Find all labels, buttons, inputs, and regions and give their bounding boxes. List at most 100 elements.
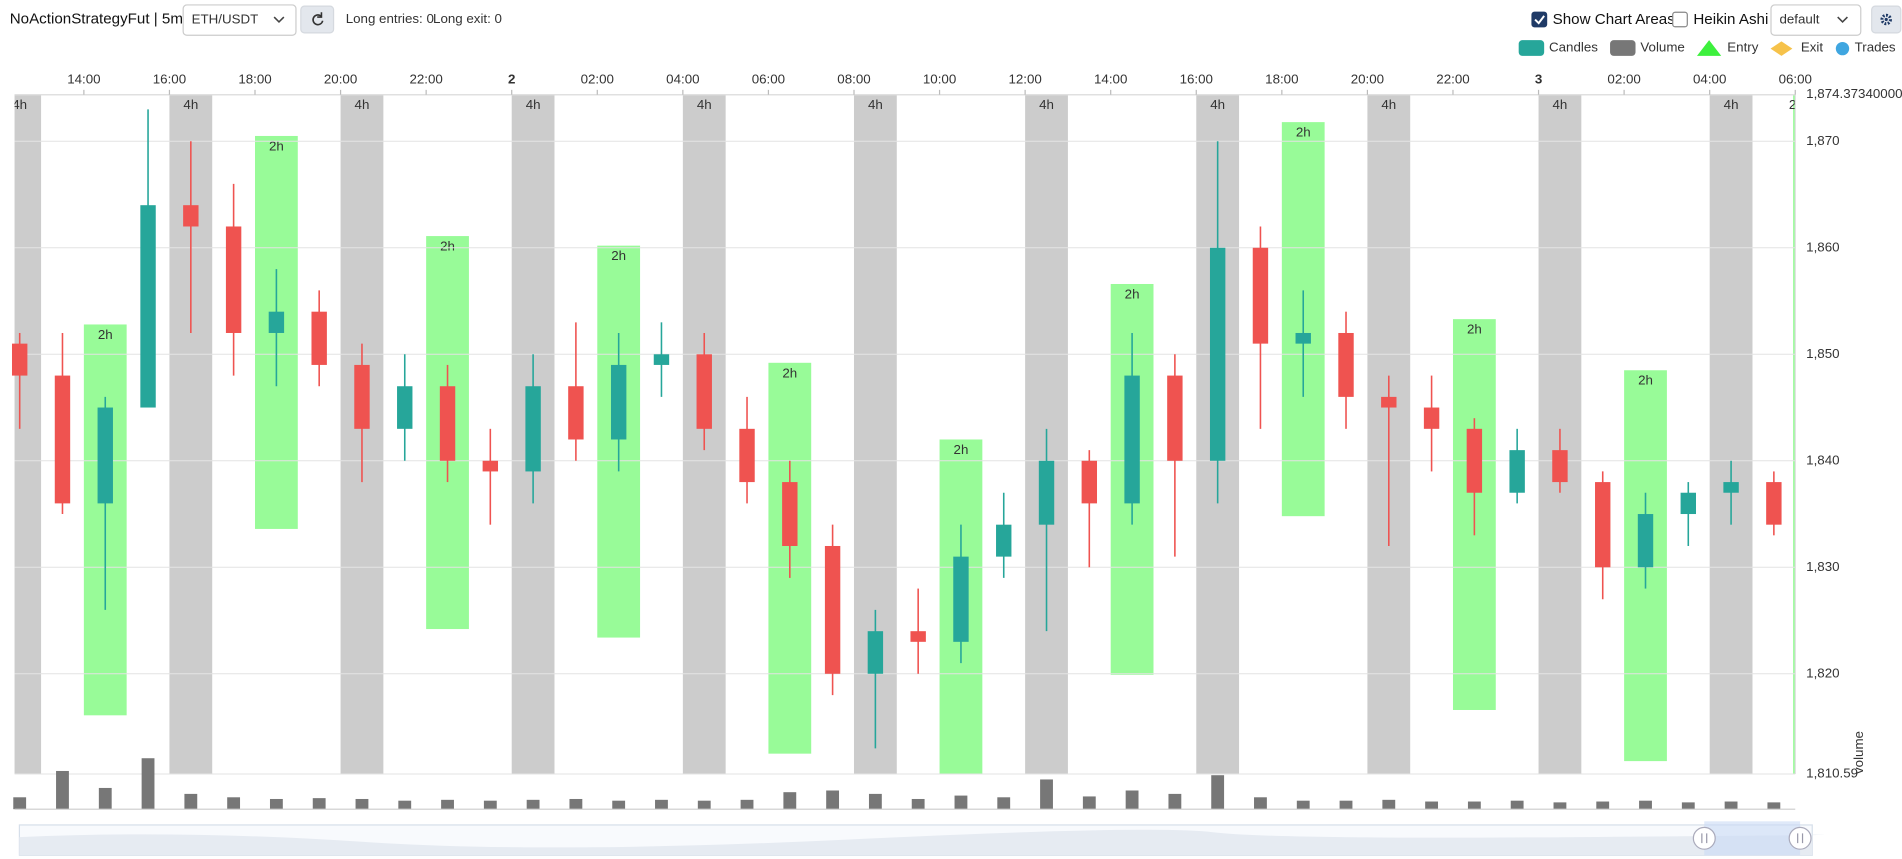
theme-value: default bbox=[1779, 12, 1819, 27]
legend-swatch bbox=[1835, 41, 1850, 56]
candles bbox=[11, 109, 1782, 749]
legend-swatch bbox=[1610, 40, 1636, 56]
volume-bar bbox=[1040, 779, 1053, 810]
legend-label: Candles bbox=[1549, 40, 1598, 55]
volume-bar bbox=[98, 787, 112, 810]
x-tick-label: 14:00 bbox=[67, 72, 100, 87]
chart-area-label: 4h bbox=[526, 97, 541, 112]
candle-body bbox=[1252, 247, 1269, 344]
legend-label: Entry bbox=[1727, 40, 1758, 55]
y-tick-label: 1,830 bbox=[1806, 559, 1839, 574]
x-tick-label: 10:00 bbox=[923, 72, 956, 87]
volume-bar bbox=[911, 798, 925, 810]
candle-body bbox=[1295, 332, 1311, 344]
pair-value: ETH/USDT bbox=[192, 12, 259, 27]
candle-body bbox=[739, 428, 755, 483]
y-tick-label: 1,860 bbox=[1806, 239, 1839, 254]
chart-area-label: 4h bbox=[1039, 97, 1054, 112]
candle-body bbox=[996, 524, 1012, 557]
volume-bar bbox=[1382, 799, 1396, 810]
volume-bar bbox=[1639, 800, 1652, 810]
volume-bar bbox=[612, 800, 626, 810]
x-tick-label: 22:00 bbox=[409, 72, 442, 87]
volume-bar bbox=[1553, 802, 1567, 810]
candle-body bbox=[1423, 407, 1440, 429]
x-tick-label: 06:00 bbox=[752, 72, 785, 87]
x-tick-label: 04:00 bbox=[666, 72, 699, 87]
volume-bar bbox=[1296, 800, 1310, 810]
volume-bar bbox=[1467, 801, 1481, 810]
candle-body bbox=[268, 311, 285, 333]
legend: Candles Volume Entry Exit Trades bbox=[1518, 40, 1896, 56]
candle-body bbox=[54, 375, 71, 504]
volume-bar bbox=[184, 793, 198, 810]
volume-bar bbox=[740, 799, 754, 810]
volume-bar bbox=[1168, 793, 1182, 810]
volume-bar bbox=[441, 799, 454, 810]
x-tick-label: 16:00 bbox=[1180, 72, 1213, 87]
chart-area bbox=[1793, 94, 1796, 774]
candle-body bbox=[439, 386, 456, 461]
volume-bar bbox=[954, 795, 968, 810]
x-tick-label: 06:00 bbox=[1779, 72, 1812, 87]
volume-pane bbox=[13, 758, 1796, 810]
candle-body bbox=[1637, 514, 1654, 568]
volume-bar bbox=[1339, 800, 1353, 810]
volume-bar bbox=[141, 758, 155, 810]
chart-area-label: 2h bbox=[782, 365, 797, 380]
candle-body bbox=[1124, 375, 1140, 504]
candle-body bbox=[1338, 332, 1354, 397]
chart-area-label: 4h bbox=[697, 97, 712, 112]
candle-body bbox=[183, 205, 199, 227]
chart-area-label: 2h bbox=[1296, 125, 1311, 140]
candle-body bbox=[354, 364, 370, 429]
x-tick-label: 2 bbox=[508, 72, 515, 87]
volume-bar bbox=[1125, 790, 1139, 810]
data-zoom[interactable] bbox=[18, 821, 1825, 856]
checkmark bbox=[1534, 15, 1545, 25]
candle-body bbox=[482, 460, 499, 472]
chart-area-label: 2h bbox=[1125, 286, 1140, 301]
x-tick-label: 14:00 bbox=[1094, 72, 1127, 87]
y-tick-label: 1,820 bbox=[1806, 665, 1839, 680]
chart-area-label: 4h bbox=[1210, 97, 1225, 112]
refresh-button[interactable] bbox=[300, 5, 335, 34]
candle-body bbox=[97, 407, 113, 504]
chart-area-label: 2h bbox=[954, 442, 969, 457]
volume-bar bbox=[312, 798, 326, 810]
chart-area-label: 4h bbox=[868, 97, 883, 112]
candle-body bbox=[610, 364, 627, 440]
volume-bar bbox=[227, 797, 241, 810]
chart-area-label: 2h bbox=[98, 327, 113, 342]
volume-bar bbox=[526, 799, 540, 810]
legend-label: Trades bbox=[1855, 40, 1896, 55]
volume-bar bbox=[398, 800, 412, 810]
volume-bar bbox=[1425, 801, 1439, 810]
volume-bar bbox=[13, 797, 27, 810]
volume-bar bbox=[1767, 802, 1781, 810]
candle-body bbox=[653, 354, 670, 365]
x-tick-label: 18:00 bbox=[238, 72, 271, 87]
chart-areas: 4h 4h 4h 4h 4h 4h 4h 4h 4h 4h 4h 2h 2h 2h 2h 2h 2h 2h 2h 2h… bbox=[14, 94, 1796, 774]
x-tick-label: 04:00 bbox=[1693, 72, 1726, 87]
candle-body bbox=[1766, 482, 1782, 525]
candle-body bbox=[568, 386, 584, 440]
candle-body bbox=[1038, 460, 1055, 525]
volume-bar bbox=[1211, 775, 1225, 810]
legend-label: Volume bbox=[1640, 40, 1684, 55]
heikin-ashi-toggle[interactable]: Heikin Ashi bbox=[1672, 11, 1769, 28]
volume-bar bbox=[697, 800, 711, 810]
chart-area-label: 4h bbox=[355, 97, 370, 112]
settings-button[interactable] bbox=[1871, 5, 1902, 34]
show-chart-areas-toggle[interactable]: Show Chart Areas bbox=[1531, 11, 1675, 28]
candle-body bbox=[1209, 247, 1226, 461]
candle-body bbox=[1381, 396, 1397, 408]
x-tick-label: 22:00 bbox=[1436, 72, 1469, 87]
chart-area-label: 2h bbox=[1638, 373, 1653, 388]
chart-area-label: 2h bbox=[611, 248, 626, 263]
pair-select[interactable]: ETH/USDT bbox=[182, 4, 297, 36]
theme-select[interactable]: default bbox=[1770, 4, 1862, 36]
